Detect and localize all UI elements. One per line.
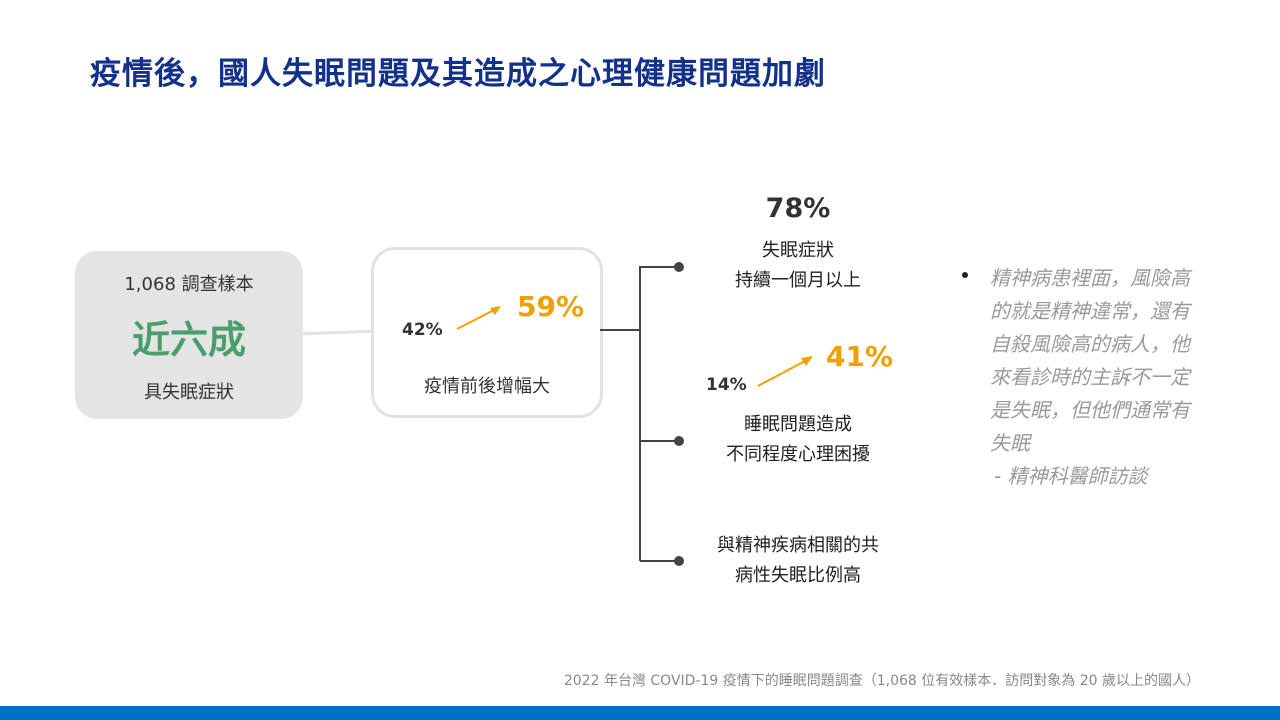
branch-2-line1: 睡眠問題造成	[744, 414, 852, 435]
branch-2-after: 41%	[826, 340, 894, 373]
branch-dot	[674, 262, 684, 272]
sample-box: 1,068 調查樣本 近六成 具失眠症狀	[75, 251, 303, 419]
connector	[302, 329, 373, 336]
headline-stat: 近六成	[131, 318, 246, 362]
branch-dot	[674, 436, 684, 446]
branch-2-before: 14%	[706, 375, 747, 395]
arrow-up-right-icon	[757, 356, 813, 387]
branch-3-line1: 與精神疾病相關的共	[717, 535, 879, 556]
bullet-icon	[962, 272, 968, 278]
branch-dot	[674, 556, 684, 566]
branch-3-line2: 病性失眠比例高	[735, 565, 861, 586]
branch-1-line2: 持續一個月以上	[735, 270, 861, 291]
branch-line	[640, 560, 678, 562]
branch-1-value: 78%	[765, 193, 831, 224]
branch-2-line2: 不同程度心理困擾	[726, 444, 870, 465]
tree-line	[600, 329, 640, 331]
footer-bar	[0, 706, 1280, 720]
increase-caption: 疫情前後增幅大	[424, 376, 550, 397]
sample-caption: 具失眠症狀	[144, 382, 234, 403]
increase-box: 42% 59% 疫情前後增幅大	[371, 247, 603, 418]
source-footnote: 2022 年台灣 COVID-19 疫情下的睡眠問題調查（1,068 位有效樣本…	[563, 673, 1200, 689]
branch-2-text: 睡眠問題造成 不同程度心理困擾	[698, 410, 898, 470]
branch-1-line1: 失眠症狀	[762, 240, 834, 261]
branch-line	[640, 440, 678, 442]
sample-count: 1,068 調查樣本	[124, 274, 254, 295]
tree-trunk	[639, 266, 641, 561]
quote-text: 精神病患裡面，風險高的就是精神違常，還有自殺風險高的病人，他來看診時的主訴不一定…	[990, 266, 1190, 455]
quote: 精神病患裡面，風險高的就是精神違常，還有自殺風險高的病人，他來看診時的主訴不一定…	[990, 262, 1190, 493]
branch-1-text: 失眠症狀持續一個月以上	[698, 236, 898, 296]
arrow-up-right-icon	[456, 306, 501, 330]
after-value: 59%	[517, 290, 585, 323]
slide-title: 疫情後，國人失眠問題及其造成之心理健康問題加劇	[90, 56, 826, 92]
before-value: 42%	[402, 320, 443, 340]
quote-source: - 精神科醫師訪談	[994, 464, 1148, 488]
branch-3-text: 與精神疾病相關的共 病性失眠比例高	[698, 531, 898, 591]
branch-line	[640, 266, 678, 268]
